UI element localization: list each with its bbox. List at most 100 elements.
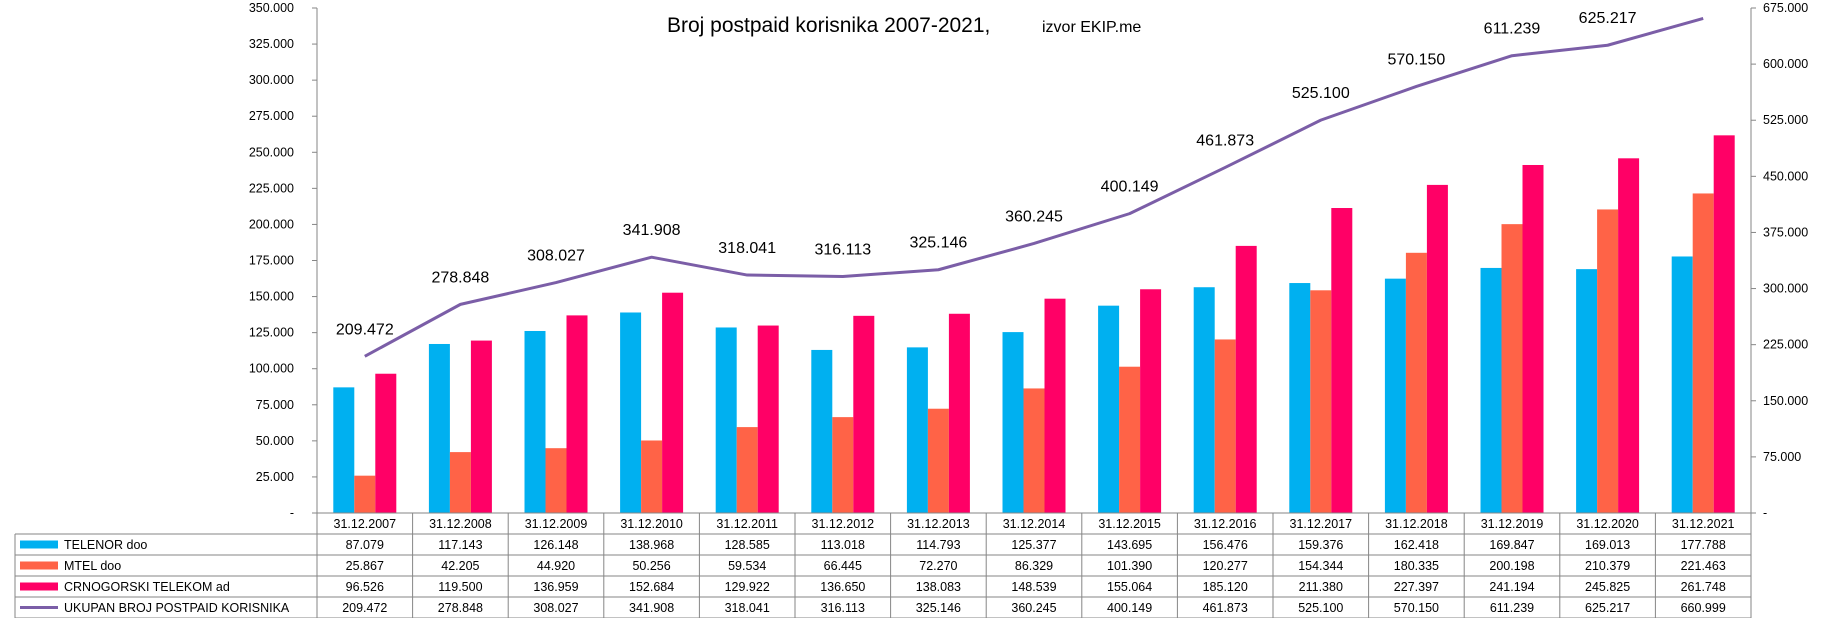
table-cell: 50.256 bbox=[632, 559, 670, 573]
table-cell: 125.377 bbox=[1011, 538, 1056, 552]
bar-crnogorski-telekom-ad bbox=[853, 315, 875, 513]
total-data-label: 525.100 bbox=[1292, 85, 1350, 102]
bar-mtel-doo bbox=[927, 408, 949, 513]
category-label: 31.12.2015 bbox=[1098, 517, 1161, 531]
table-cell: 185.120 bbox=[1203, 580, 1248, 594]
legend-label: MTEL doo bbox=[64, 559, 121, 573]
table-cell: 86.329 bbox=[1015, 559, 1053, 573]
table-cell: 136.650 bbox=[820, 580, 865, 594]
table-cell: 278.848 bbox=[438, 601, 483, 615]
table-cell: 96.526 bbox=[346, 580, 384, 594]
bar-mtel-doo bbox=[1119, 366, 1141, 513]
right-axis-tick-label: 225.000 bbox=[1763, 338, 1808, 352]
left-axis-tick-label: 250.000 bbox=[249, 145, 294, 159]
table-cell: 128.585 bbox=[725, 538, 770, 552]
left-axis-tick-label: 175.000 bbox=[249, 254, 294, 268]
bar-crnogorski-telekom-ad bbox=[470, 340, 492, 513]
table-cell: 117.143 bbox=[438, 538, 482, 552]
table-cell: 177.788 bbox=[1681, 538, 1726, 552]
bar-crnogorski-telekom-ad bbox=[1331, 208, 1353, 513]
bar-telenor-doo bbox=[1098, 305, 1120, 513]
table-cell: 169.847 bbox=[1489, 538, 1534, 552]
table-cell: 152.684 bbox=[629, 580, 674, 594]
right-axis-tick-label: 375.000 bbox=[1763, 225, 1808, 239]
legend-label: CRNOGORSKI TELEKOM ad bbox=[64, 580, 230, 594]
left-axis-tick-label: 75.000 bbox=[256, 398, 294, 412]
table-cell: 525.100 bbox=[1298, 601, 1343, 615]
category-label: 31.12.2012 bbox=[812, 517, 875, 531]
table-cell: 159.376 bbox=[1298, 538, 1343, 552]
table-cell: 154.344 bbox=[1298, 559, 1343, 573]
category-label: 31.12.2018 bbox=[1385, 517, 1448, 531]
left-axis-tick-label: 25.000 bbox=[256, 470, 294, 484]
bar-mtel-doo bbox=[832, 417, 854, 513]
table-cell: 87.079 bbox=[346, 538, 384, 552]
bar-mtel-doo bbox=[449, 452, 471, 513]
left-axis-tick-label: 300.000 bbox=[249, 73, 294, 87]
bar-mtel-doo bbox=[545, 448, 567, 513]
bar-crnogorski-telekom-ad bbox=[1235, 245, 1257, 513]
table-cell: 241.194 bbox=[1489, 580, 1534, 594]
table-cell: 113.018 bbox=[821, 538, 865, 552]
table-cell: 114.793 bbox=[916, 538, 960, 552]
bar-mtel-doo bbox=[1310, 290, 1332, 513]
bar-crnogorski-telekom-ad bbox=[662, 292, 684, 513]
bar-crnogorski-telekom-ad bbox=[1140, 289, 1162, 513]
right-axis-tick-label: 675.000 bbox=[1763, 1, 1808, 15]
table-cell: 325.146 bbox=[916, 601, 961, 615]
left-axis-tick-label: 100.000 bbox=[249, 362, 294, 376]
bar-crnogorski-telekom-ad bbox=[1713, 135, 1735, 513]
right-axis-tick-label: 600.000 bbox=[1763, 57, 1808, 71]
category-label: 31.12.2008 bbox=[429, 517, 492, 531]
bar-crnogorski-telekom-ad bbox=[948, 313, 970, 513]
left-axis-tick-label: 325.000 bbox=[249, 37, 294, 51]
table-cell: 308.027 bbox=[533, 601, 578, 615]
right-axis-tick-label: - bbox=[1763, 506, 1767, 520]
table-cell: 461.873 bbox=[1203, 601, 1248, 615]
left-axis-tick-label: 200.000 bbox=[249, 217, 294, 231]
total-data-label: 611.239 bbox=[1484, 21, 1541, 38]
table-cell: 360.245 bbox=[1011, 601, 1056, 615]
category-label: 31.12.2007 bbox=[334, 517, 397, 531]
bar-telenor-doo bbox=[620, 312, 642, 513]
table-cell: 200.198 bbox=[1489, 559, 1534, 573]
table-cell: 129.922 bbox=[725, 580, 770, 594]
legend-label: UKUPAN BROJ POSTPAID KORISNIKA bbox=[64, 601, 290, 615]
table-cell: 227.397 bbox=[1394, 580, 1439, 594]
table-cell: 611.239 bbox=[1490, 601, 1534, 615]
right-axis-tick-label: 75.000 bbox=[1763, 450, 1801, 464]
total-data-label: 209.472 bbox=[336, 321, 394, 338]
table-cell: 155.064 bbox=[1107, 580, 1152, 594]
left-axis-tick-label: 350.000 bbox=[249, 1, 294, 15]
left-axis-tick-label: 150.000 bbox=[249, 290, 294, 304]
right-axis-tick-label: 525.000 bbox=[1763, 113, 1808, 127]
bar-crnogorski-telekom-ad bbox=[1426, 184, 1448, 513]
table-cell: 316.113 bbox=[821, 601, 865, 615]
bar-mtel-doo bbox=[641, 440, 663, 513]
bar-telenor-doo bbox=[333, 387, 355, 513]
category-label: 31.12.2016 bbox=[1194, 517, 1257, 531]
table-cell: 209.472 bbox=[342, 601, 387, 615]
table-cell: 400.149 bbox=[1107, 601, 1152, 615]
bar-telenor-doo bbox=[1480, 267, 1502, 513]
category-label: 31.12.2021 bbox=[1672, 517, 1735, 531]
total-data-label: 325.146 bbox=[909, 235, 967, 252]
table-cell: 570.150 bbox=[1394, 601, 1439, 615]
bar-crnogorski-telekom-ad bbox=[1044, 298, 1066, 513]
left-axis-tick-label: - bbox=[290, 506, 294, 520]
bar-mtel-doo bbox=[1501, 224, 1523, 513]
left-axis-tick-label: 275.000 bbox=[249, 109, 294, 123]
bar-crnogorski-telekom-ad bbox=[1618, 158, 1640, 514]
category-label: 31.12.2013 bbox=[907, 517, 970, 531]
bar-crnogorski-telekom-ad bbox=[566, 315, 588, 513]
total-line bbox=[364, 17, 1704, 358]
left-axis-tick-label: 225.000 bbox=[249, 181, 294, 195]
bar-telenor-doo bbox=[524, 330, 546, 513]
bar-mtel-doo bbox=[354, 475, 376, 513]
table-cell: 221.463 bbox=[1681, 559, 1726, 573]
table-cell: 211.380 bbox=[1299, 580, 1343, 594]
table-cell: 162.418 bbox=[1394, 538, 1439, 552]
legend-key bbox=[20, 582, 58, 591]
bar-mtel-doo bbox=[1023, 388, 1045, 513]
